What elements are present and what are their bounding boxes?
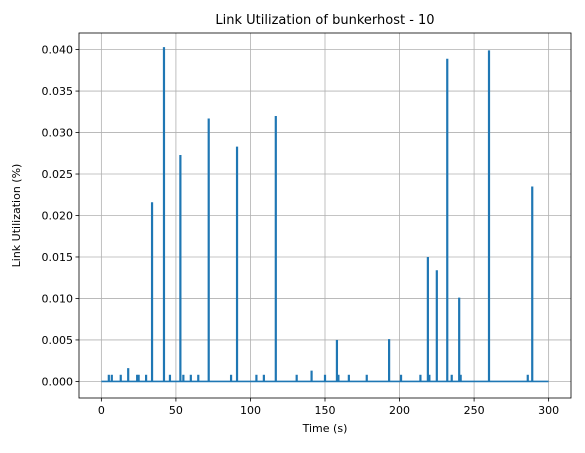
y-tick-label: 0.025 bbox=[42, 168, 74, 181]
axis-ticks: 0 50 100 150 200 250 300 0.000 0.005 0.010 0.015 0.… bbox=[42, 44, 560, 417]
plot-area bbox=[101, 47, 549, 383]
x-tick-label: 300 bbox=[538, 404, 559, 417]
y-tick-label: 0.015 bbox=[42, 251, 74, 264]
y-tick-label: 0.000 bbox=[42, 375, 74, 388]
x-tick-label: 0 bbox=[98, 404, 105, 417]
x-tick-label: 250 bbox=[464, 404, 485, 417]
y-axis-label: Link Utilization (%) bbox=[10, 164, 23, 268]
chart-title: Link Utilization of bunkerhost - 10 bbox=[215, 13, 434, 28]
y-tick-label: 0.005 bbox=[42, 334, 74, 347]
y-tick-label: 0.020 bbox=[42, 210, 74, 223]
y-tick-label: 0.010 bbox=[42, 292, 74, 305]
x-tick-label: 100 bbox=[240, 404, 261, 417]
x-tick-label: 150 bbox=[315, 404, 336, 417]
x-tick-label: 50 bbox=[169, 404, 183, 417]
x-axis-label: Time (s) bbox=[302, 422, 348, 435]
y-tick-label: 0.030 bbox=[42, 127, 74, 140]
x-tick-label: 200 bbox=[389, 404, 410, 417]
y-tick-label: 0.040 bbox=[42, 44, 74, 57]
y-tick-label: 0.035 bbox=[42, 85, 74, 98]
